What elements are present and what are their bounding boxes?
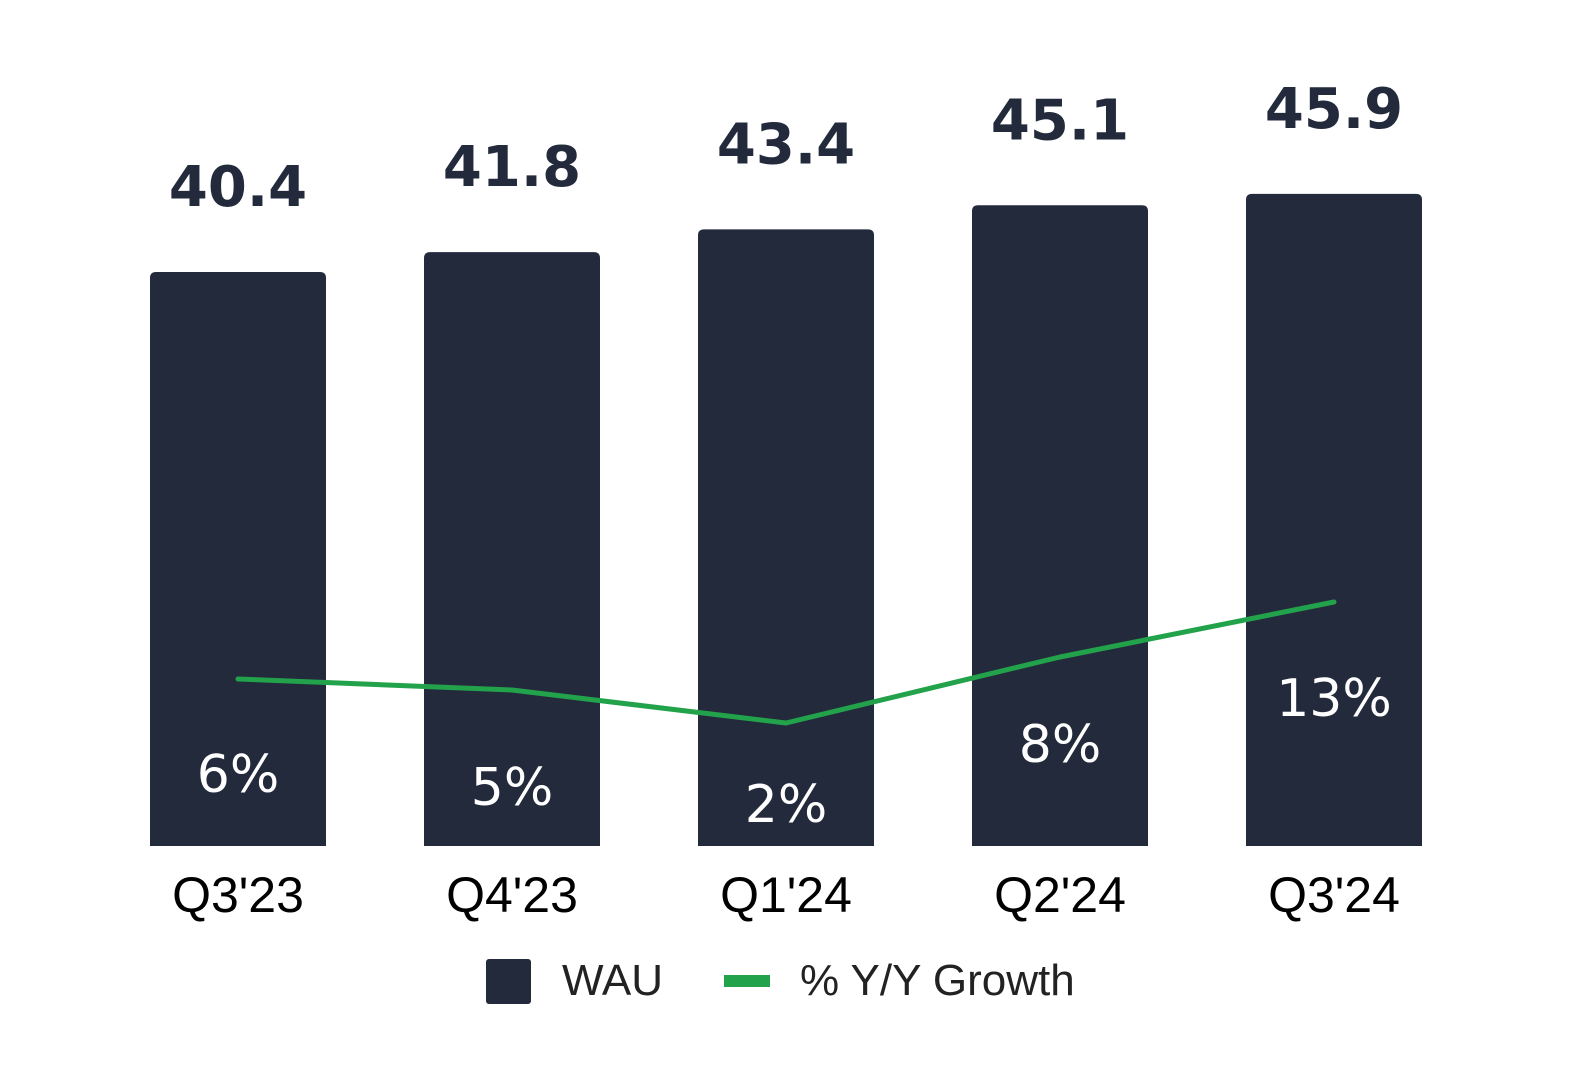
x-tick-label-2: Q1'24 — [720, 867, 852, 923]
x-tick-label-0: Q3'23 — [172, 867, 304, 923]
legend-label-growth: % Y/Y Growth — [800, 956, 1075, 1005]
x-tick-label-3: Q2'24 — [994, 867, 1126, 923]
x-tick-label-4: Q3'24 — [1268, 867, 1400, 923]
legend-label-wau: WAU — [562, 956, 663, 1005]
x-axis-ticks: Q3'23 Q4'23 Q1'24 Q2'24 Q3'24 — [172, 867, 1400, 923]
growth-label-3: 8% — [1019, 715, 1102, 775]
legend-swatch-growth — [724, 975, 770, 987]
bar-value-label-2: 43.4 — [717, 112, 855, 177]
growth-label-4: 13% — [1276, 669, 1392, 729]
bar-1 — [424, 252, 600, 846]
bar-4 — [1246, 193, 1422, 846]
bar-2 — [698, 229, 874, 846]
bar-3 — [972, 205, 1148, 846]
bars-layer — [150, 193, 1422, 846]
growth-label-1: 5% — [471, 758, 554, 818]
value-labels-layer: 40.4 41.8 43.4 45.1 45.9 — [169, 77, 1403, 220]
growth-line-layer — [235, 599, 1337, 726]
growth-labels-layer: 6% 5% 2% 8% 13% — [197, 669, 1392, 835]
growth-label-2: 2% — [745, 775, 828, 835]
bar-value-label-1: 41.8 — [443, 135, 581, 200]
legend: WAU % Y/Y Growth — [486, 956, 1075, 1005]
bar-0 — [150, 272, 326, 846]
bar-value-label-4: 45.9 — [1265, 77, 1403, 142]
x-tick-label-1: Q4'23 — [446, 867, 578, 923]
growth-label-0: 6% — [197, 745, 280, 805]
bar-value-label-0: 40.4 — [169, 155, 307, 220]
legend-swatch-wau — [486, 959, 531, 1004]
bar-value-label-3: 45.1 — [991, 88, 1129, 153]
